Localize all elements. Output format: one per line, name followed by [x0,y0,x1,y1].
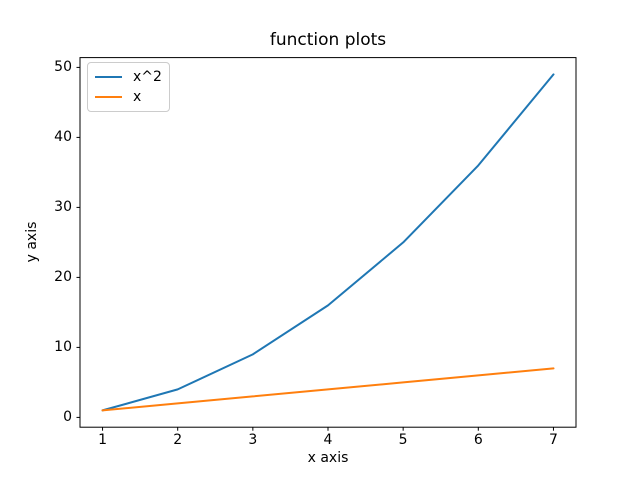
axes-frame [79,57,577,428]
y-tick-label: 0 [63,409,72,426]
legend-item: x^2 [95,68,162,86]
y-axis-label: y axis [24,221,40,263]
x-tick-label: 5 [398,432,408,448]
y-tick-label: 30 [54,199,72,216]
x-tick-label: 3 [248,432,258,448]
y-tick-label: 40 [54,129,72,146]
series-line-x [101,367,555,412]
chart-title: function plots [269,30,387,50]
x-tick-label: 6 [473,432,483,448]
x-axis-label: x axis [307,450,349,466]
legend-line-sample-x2 [95,76,122,78]
legend-item: x [95,88,162,106]
legend-label: x [133,89,142,105]
series-line-x^2 [101,73,555,412]
legend-line-sample-x [95,96,122,98]
y-tick-label: 20 [54,269,72,286]
x-tick-label: 4 [323,432,333,448]
x-tick-label: 1 [98,432,107,448]
legend: x^2 x [87,62,170,112]
y-tick-label: 10 [54,339,72,356]
x-tick-label: 2 [173,432,183,448]
y-tick-label: 50 [54,59,72,76]
x-tick-label: 7 [548,432,558,448]
legend-label: x^2 [133,69,162,85]
